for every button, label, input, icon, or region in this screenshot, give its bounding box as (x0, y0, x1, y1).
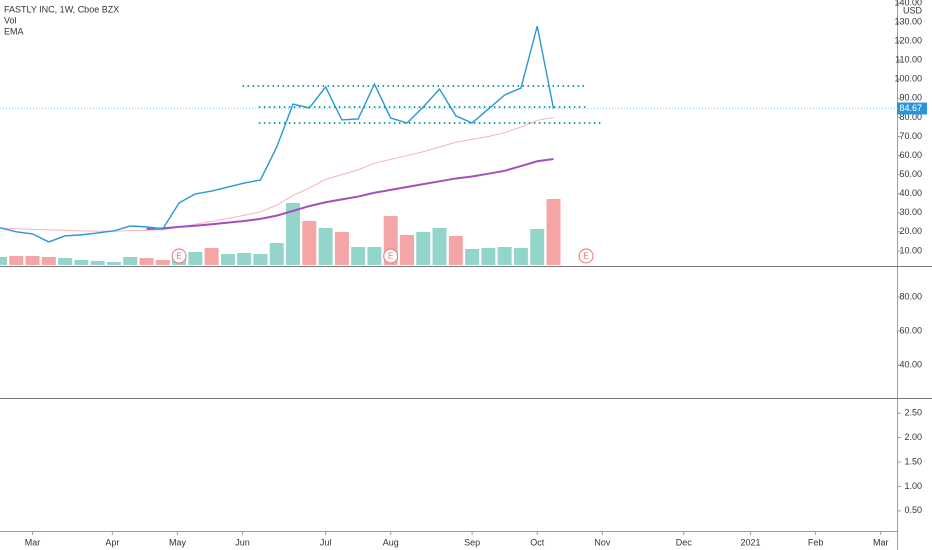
x-tick-label: Mar (873, 537, 889, 547)
volume-bar (302, 221, 317, 265)
volume-bar (497, 247, 512, 265)
volume-bar (9, 256, 24, 265)
x-tick-label: Feb (808, 537, 824, 547)
y-tick-label: 120.00 (894, 36, 922, 46)
x-tick-label: Jul (320, 537, 332, 547)
legend-entry: Vol (4, 15, 17, 25)
x-tick-label: Mar (25, 537, 41, 547)
x-tick-label: Nov (594, 537, 611, 547)
y-tick-label: 70.00 (899, 131, 922, 141)
volume-bar (351, 247, 366, 265)
y-tick-label: 40.00 (899, 359, 922, 369)
y-tick-label: 130.00 (894, 16, 922, 26)
x-tick-label: 2021 (740, 537, 760, 547)
volume-bar (253, 254, 268, 265)
volume-bar (513, 248, 528, 265)
y-tick-label: 90.00 (899, 93, 922, 103)
volume-bar (123, 257, 138, 265)
y-tick-label: 100.00 (894, 74, 922, 84)
y-tick-label: 60.00 (899, 150, 922, 160)
x-tick-label: Apr (105, 537, 119, 547)
x-tick-label: Dec (676, 537, 693, 547)
volume-bar (399, 235, 414, 265)
volume-bar (25, 256, 40, 265)
y-tick-label: 1.50 (904, 456, 922, 466)
volume-bar (139, 258, 154, 265)
volume-bar (220, 254, 235, 265)
volume-bar (334, 232, 349, 265)
y-tick-label: 1.00 (904, 481, 922, 491)
volume-bar (204, 248, 219, 265)
volume-bar (90, 261, 105, 265)
price-line (0, 25, 555, 243)
volume-bar (367, 247, 382, 265)
volume-bar (530, 229, 545, 265)
x-tick-label: Aug (383, 537, 399, 547)
volume-bar (41, 257, 56, 265)
y-tick-label: 0.50 (904, 505, 922, 515)
x-tick-label: Sep (464, 537, 480, 547)
y-tick-label: 30.00 (899, 207, 922, 217)
earnings-marker (383, 248, 399, 264)
x-tick-label: Jun (235, 537, 250, 547)
earnings-label: E (176, 252, 181, 261)
y-tick-label: 60.00 (899, 325, 922, 335)
y-tick-label: 140.00 (894, 0, 922, 7)
ema-slow-line (146, 158, 554, 230)
chart-title: FASTLY INC, 1W, Cboe BZX (4, 4, 119, 14)
y-tick-label: 50.00 (899, 169, 922, 179)
earnings-label: E (583, 252, 588, 261)
currency-label: USD (903, 5, 923, 15)
y-tick-label: 80.00 (899, 112, 922, 122)
y-tick-label: 2.50 (904, 408, 922, 418)
earnings-label: E (388, 252, 393, 261)
volume-bar (465, 249, 480, 265)
volume-bar (58, 258, 73, 265)
y-tick-label: 80.00 (899, 291, 922, 301)
volume-bar (481, 248, 496, 265)
volume-bar (155, 260, 170, 265)
volume-bar (416, 232, 431, 265)
volume-bar (106, 262, 121, 265)
volume-bar (286, 203, 301, 265)
last-price-box (897, 102, 927, 115)
volume-bar (0, 257, 7, 265)
volume-bar (448, 236, 463, 265)
y-tick-label: 110.00 (895, 55, 922, 65)
volume-bar (546, 199, 561, 265)
volume-bar (269, 243, 284, 265)
y-tick-label: 2.00 (904, 432, 922, 442)
volume-bar (318, 228, 333, 265)
legend-entry: EMA (4, 26, 24, 36)
ema-fast-line (0, 116, 554, 232)
volume-bar (237, 253, 252, 265)
y-tick-label: 20.00 (899, 226, 922, 236)
x-tick-label: May (169, 537, 187, 547)
volume-bar (74, 260, 89, 265)
y-tick-label: 10.00 (899, 245, 922, 255)
volume-bar (432, 228, 447, 265)
earnings-marker (578, 248, 594, 264)
last-price-label: 84.67 (899, 103, 922, 113)
x-tick-label: Oct (530, 537, 545, 547)
y-tick-label: 40.00 (899, 188, 922, 198)
earnings-marker (171, 248, 187, 264)
volume-bar (188, 252, 203, 265)
